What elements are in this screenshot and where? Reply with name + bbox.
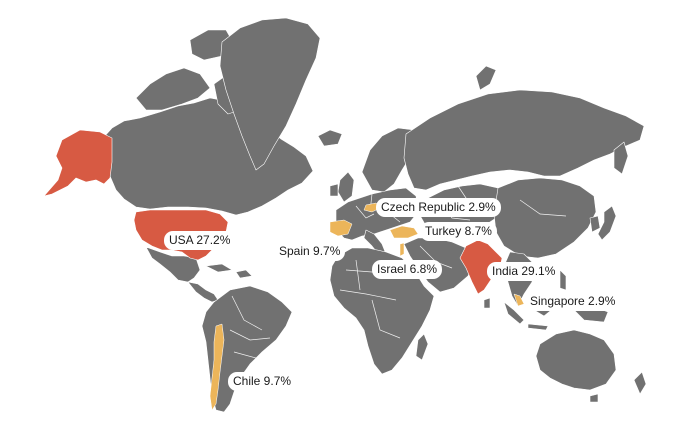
country-singapore xyxy=(513,293,525,307)
land-sumatra xyxy=(503,301,525,325)
land-uk xyxy=(337,171,355,203)
land-kamchatka xyxy=(613,141,629,175)
land-new-zealand xyxy=(633,371,647,395)
country-turkey xyxy=(389,225,419,239)
land-cuba xyxy=(205,263,233,273)
land-korea xyxy=(589,215,601,233)
label-israel: Israel 6.8% xyxy=(372,260,443,279)
land-hispaniola xyxy=(235,269,253,279)
land-greenland xyxy=(219,17,321,171)
country-alaska-usa xyxy=(43,129,113,197)
land-ireland xyxy=(329,183,339,197)
land-arctic-archipelago xyxy=(135,67,211,111)
land-iceland xyxy=(317,129,343,147)
label-usa: USA 27.2% xyxy=(164,231,236,250)
land-africa xyxy=(329,247,435,375)
land-madagascar xyxy=(415,333,429,361)
country-spain xyxy=(329,219,353,237)
land-mexico xyxy=(145,246,201,283)
land-java xyxy=(527,323,549,331)
label-czech-republic: Czech Republic 2.9% xyxy=(376,198,501,217)
label-spain: Spain 9.7% xyxy=(274,242,346,261)
label-chile: Chile 9.7% xyxy=(228,372,297,391)
land-tasmania xyxy=(589,393,599,403)
land-central-america xyxy=(187,281,219,303)
country-israel xyxy=(399,242,405,257)
label-india: India 29.1% xyxy=(487,262,561,281)
land-sri-lanka xyxy=(483,297,491,309)
land-australia xyxy=(535,329,617,391)
land-japan xyxy=(597,205,617,241)
land-russia xyxy=(403,89,645,191)
land-novaya-zemlya xyxy=(475,65,497,91)
label-turkey: Turkey 8.7% xyxy=(420,222,497,241)
country-chile xyxy=(209,323,225,411)
land-philippines xyxy=(559,269,567,291)
label-singapore: Singapore 2.9% xyxy=(525,292,621,311)
land-china-mongolia xyxy=(493,177,597,259)
